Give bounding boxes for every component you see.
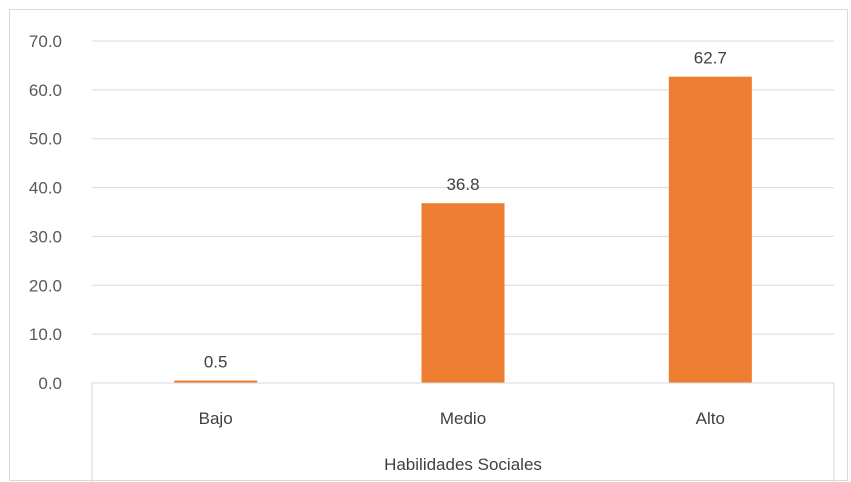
- bar-medio: [421, 203, 505, 383]
- data-label: 0.5: [204, 353, 228, 372]
- y-tick-label: 20.0: [29, 276, 62, 295]
- bars: [174, 76, 752, 383]
- x-category-label: Medio: [440, 409, 486, 428]
- y-tick-label: 10.0: [29, 325, 62, 344]
- y-tick-label: 40.0: [29, 179, 62, 198]
- data-label: 62.7: [694, 49, 727, 68]
- y-tick-label: 70.0: [29, 32, 62, 51]
- x-category-label: Bajo: [199, 409, 233, 428]
- y-tick-label: 60.0: [29, 81, 62, 100]
- bar-alto: [668, 76, 752, 383]
- data-label: 36.8: [446, 175, 479, 194]
- y-tick-label: 50.0: [29, 130, 62, 149]
- y-tick-label: 0.0: [38, 374, 62, 393]
- x-axis-title: Habilidades Sociales: [384, 455, 542, 474]
- x-axis: Bajo Medio Alto: [91, 382, 835, 482]
- bar-bajo: [174, 380, 258, 383]
- y-axis-ticks: 0.0 10.0 20.0 30.0 40.0 50.0 60.0 70.0: [29, 32, 62, 393]
- y-tick-label: 30.0: [29, 227, 62, 246]
- x-category-label: Alto: [696, 409, 725, 428]
- data-labels: 0.5 36.8 62.7: [204, 49, 727, 372]
